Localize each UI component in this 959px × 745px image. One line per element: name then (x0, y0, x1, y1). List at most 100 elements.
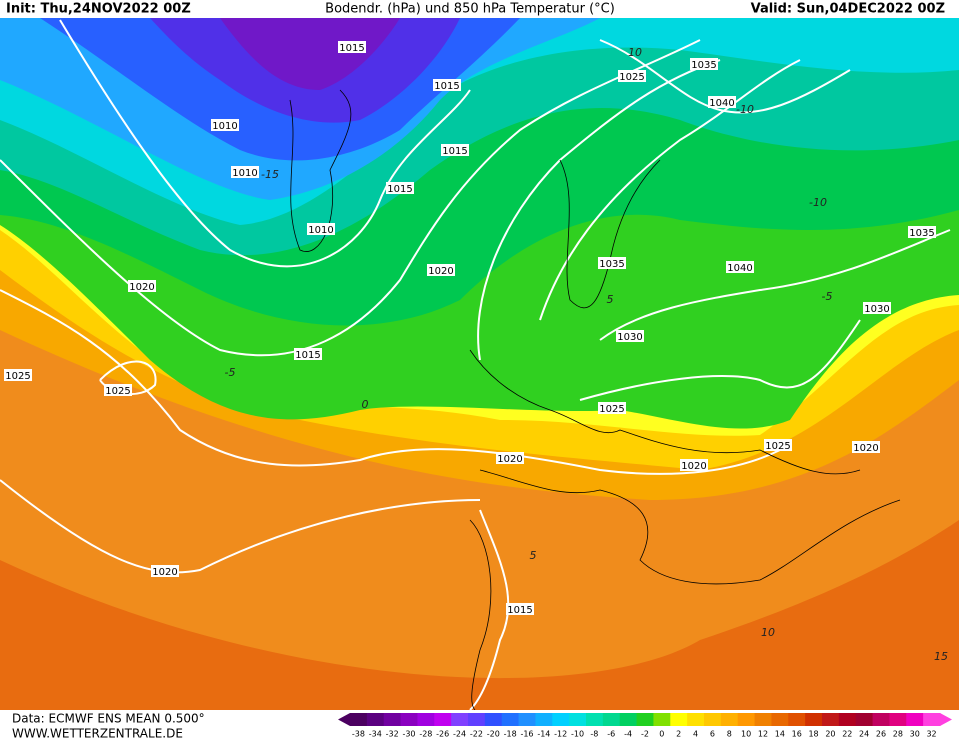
isobar-label-box (598, 402, 626, 414)
legend-label: 8 (727, 730, 732, 739)
init-time: Init: Thu,24NOV2022 00Z (6, 2, 191, 17)
temperature-label: 5 (530, 549, 537, 562)
coastlines (289, 89, 901, 711)
legend-label: -4 (624, 730, 632, 739)
isobar-label-box (128, 280, 156, 292)
isobar-label: 1030 (617, 332, 642, 343)
legend-swatch (653, 713, 671, 726)
isobar-label-box (726, 261, 754, 273)
legend-swatch (586, 713, 604, 726)
legend-label: -18 (504, 730, 517, 739)
valid-time: Valid: Sun,04DEC2022 00Z (751, 2, 945, 17)
map-title: Bodendr. (hPa) und 850 hPa Temperatur (°… (325, 2, 615, 17)
isobar-label-box (496, 452, 524, 464)
legend-swatch (906, 713, 924, 726)
header-bar (0, 0, 959, 18)
legend-label: 32 (926, 730, 936, 739)
legend-swatch (889, 713, 907, 726)
isobar-label: 1015 (295, 350, 320, 361)
legend-swatch (535, 713, 553, 726)
legend-swatch (569, 713, 587, 726)
legend-swatch (501, 713, 520, 726)
isobar-label-box (211, 119, 239, 131)
isobar-label: 1035 (599, 259, 624, 270)
legend-swatch (400, 713, 418, 726)
isobar-label: 1020 (497, 454, 522, 465)
isobar-label: 1010 (212, 121, 237, 132)
isobar-label-box (4, 369, 32, 381)
legend-swatch (855, 713, 874, 726)
legend-swatch (484, 713, 503, 726)
legend-label: -38 (352, 730, 365, 739)
isobar-label-box (386, 182, 414, 194)
legend-swatch (350, 713, 368, 726)
legend-swatch (687, 713, 705, 726)
isobar-label: 1020 (428, 266, 453, 277)
website: WWW.WETTERZENTRALE.DE (12, 727, 183, 741)
legend-label: 22 (842, 730, 852, 739)
isobar-label-box (690, 58, 718, 70)
isobar-label-box (908, 226, 936, 238)
legend-label: 20 (825, 730, 835, 739)
temperature-label: 10 (628, 46, 642, 59)
legend-label: -2 (641, 730, 649, 739)
legend-label: -22 (470, 730, 483, 739)
legend-swatch (552, 713, 570, 726)
temperature-field (0, 18, 959, 710)
isobar-label-box (433, 79, 461, 91)
legend-swatch (434, 713, 452, 726)
isobar-label: 1015 (387, 184, 412, 195)
legend-swatch (602, 713, 621, 726)
isobar-label-box (231, 166, 259, 178)
legend-swatch (805, 713, 823, 726)
isobar-label: 1020 (152, 567, 177, 578)
isobar-label-box (680, 459, 708, 471)
legend-swatch (720, 713, 739, 726)
legend-label: -26 (436, 730, 449, 739)
isobar-label: 1025 (765, 441, 790, 452)
isobar-label-box (764, 439, 792, 451)
isobar-label-box (852, 441, 880, 453)
legend-swatch (518, 713, 536, 726)
isobar-label: 1035 (909, 228, 934, 239)
legend-label: -24 (453, 730, 466, 739)
temperature-label: 5 (607, 293, 614, 306)
isobar-label-box (598, 257, 626, 269)
legend-label: 0 (659, 730, 664, 739)
color-scale: -38 -34 -32 -30 -28 -26 -24 -22 -20 -18 -16 -14 -12-… (338, 713, 952, 739)
legend-swatch (872, 713, 890, 726)
legend-label: -8 (590, 730, 598, 739)
isobar-label: 1020 (853, 443, 878, 454)
isobar-label: 1010 (308, 225, 333, 236)
isobar-label: 1010 (232, 168, 257, 179)
isobar-label-box (616, 330, 644, 342)
isobar-label-box (151, 565, 179, 577)
legend-label: 12 (758, 730, 768, 739)
legend-swatch (704, 713, 722, 726)
temperature-label: 15 (934, 650, 948, 663)
legend-swatch (417, 713, 435, 726)
legend-label: 6 (710, 730, 715, 739)
isobar-label: 1040 (709, 98, 734, 109)
legend-label: 16 (792, 730, 802, 739)
isobar-label-box (427, 264, 455, 276)
temperature-label: -15 (261, 168, 279, 181)
isobar-label: 1020 (129, 282, 154, 293)
temperature-label: 10 (761, 626, 775, 639)
legend-label: -6 (607, 730, 615, 739)
legend-swatch (771, 713, 789, 726)
legend-label: -16 (520, 730, 533, 739)
isobar-label: 1015 (507, 605, 532, 616)
legend-swatch (754, 713, 772, 726)
legend-swatch (670, 713, 688, 726)
isobar-label: 1015 (442, 146, 467, 157)
legend-swatch (366, 713, 385, 726)
isobar-label: 1025 (619, 72, 644, 83)
temperature-label: 0 (362, 398, 369, 411)
temperature-label: -5 (225, 366, 236, 379)
legend-label: -10 (571, 730, 584, 739)
legend-label: 4 (693, 730, 698, 739)
legend-swatch (619, 713, 638, 726)
